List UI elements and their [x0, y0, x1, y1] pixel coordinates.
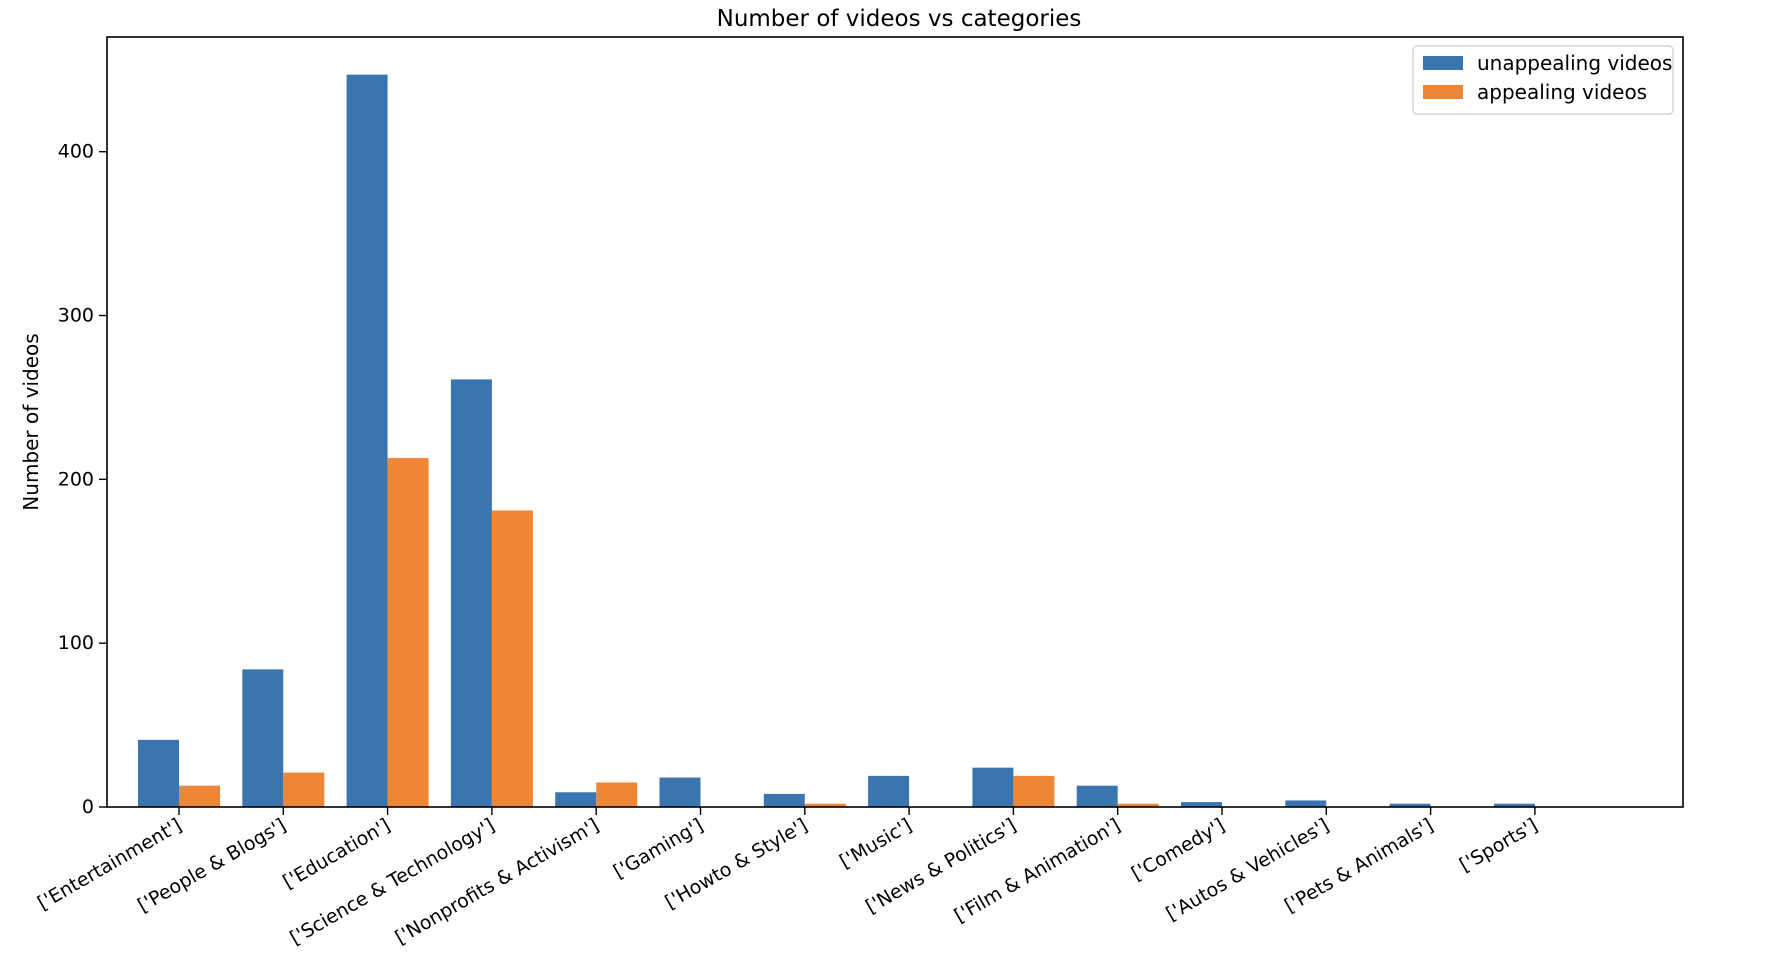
x-tick-label: ['Film & Animation']	[951, 814, 1125, 927]
legend-label-1: appealing videos	[1477, 80, 1647, 104]
chart-title: Number of videos vs categories	[717, 6, 1082, 32]
bar-unappealing-10	[1181, 802, 1222, 807]
bar-unappealing-6	[763, 793, 805, 807]
x-tick-label: ['Nonprofits & Activism']	[391, 814, 602, 949]
bar-unappealing-4	[555, 792, 597, 807]
y-axis: 0 100 200 300 400	[58, 141, 107, 818]
x-axis: ['Entertainment']['People & Blogs']['Edu…	[34, 807, 1542, 949]
x-tick-label: ['Gaming']	[610, 814, 707, 883]
y-tick-label: 0	[82, 796, 94, 818]
y-axis-label: Number of videos	[19, 333, 43, 510]
bar-unappealing-7	[868, 775, 910, 807]
legend: unappealing videos appealing videos	[1412, 45, 1674, 115]
bar-appealing-4	[596, 782, 638, 807]
bar-appealing-3	[491, 510, 533, 807]
bars-group	[138, 74, 1535, 808]
bar-unappealing-3	[450, 379, 492, 807]
bar-appealing-9	[1117, 803, 1159, 807]
x-tick-label: ['Sports']	[1456, 814, 1542, 876]
bar-unappealing-1	[242, 669, 284, 807]
bar-unappealing-12	[1389, 803, 1431, 807]
legend-box	[1412, 45, 1674, 115]
y-tick-label: 200	[58, 468, 94, 490]
bar-appealing-8	[1013, 775, 1055, 807]
bar-unappealing-9	[1076, 785, 1118, 807]
legend-swatch-0	[1423, 56, 1463, 70]
y-tick-label: 100	[58, 632, 94, 654]
bar-unappealing-13	[1493, 803, 1535, 807]
bar-unappealing-2	[346, 74, 388, 808]
bar-appealing-0	[179, 785, 220, 807]
bar-appealing-1	[283, 772, 325, 807]
x-tick-label: ['Comedy']	[1128, 814, 1229, 885]
legend-label-0: unappealing videos	[1477, 51, 1672, 75]
bar-appealing-6	[804, 803, 846, 807]
legend-swatch-1	[1423, 85, 1463, 99]
y-tick-label: 400	[58, 141, 94, 163]
bar-appealing-2	[387, 458, 429, 807]
bar-unappealing-8	[972, 767, 1014, 807]
bar-unappealing-11	[1285, 800, 1327, 807]
plot-frame	[106, 36, 1684, 808]
x-tick-label: ['Music']	[836, 814, 916, 873]
bar-unappealing-5	[659, 777, 701, 807]
bar-unappealing-0	[138, 739, 179, 807]
y-tick-label: 300	[58, 305, 94, 327]
